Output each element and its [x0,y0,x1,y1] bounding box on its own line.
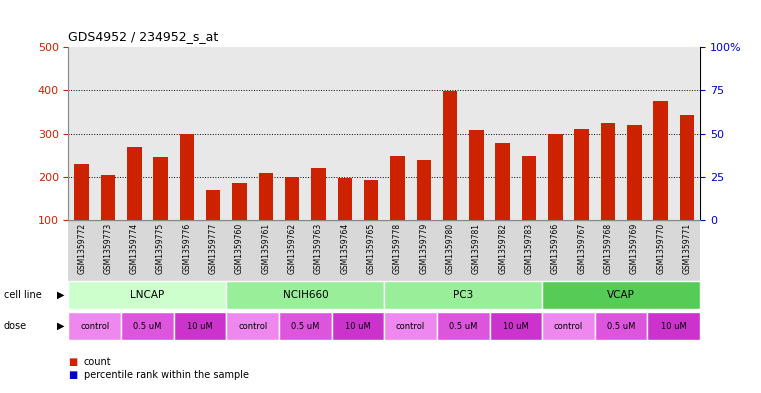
Text: ▶: ▶ [57,321,65,331]
Bar [443,91,457,220]
Bar [338,178,352,220]
Text: cell line: cell line [4,290,42,300]
Bar [416,160,431,220]
Text: count: count [84,356,111,367]
Bar [259,173,273,220]
Text: LNCAP: LNCAP [130,290,164,300]
Bar [206,190,221,220]
Bar [548,134,562,220]
Bar [232,183,247,220]
Bar [600,123,615,220]
Bar [390,156,405,220]
Text: ■: ■ [68,356,78,367]
Bar [627,125,642,220]
Text: VCAP: VCAP [607,290,635,300]
Bar [364,180,378,220]
Text: 0.5 uM: 0.5 uM [607,322,635,331]
Text: control: control [396,322,425,331]
Bar [127,147,142,220]
Text: 0.5 uM: 0.5 uM [449,322,477,331]
Bar [522,156,537,220]
Text: 0.5 uM: 0.5 uM [133,322,161,331]
Text: 10 uM: 10 uM [345,322,371,331]
Bar [470,130,484,220]
Text: 10 uM: 10 uM [187,322,213,331]
Bar [154,157,168,220]
Text: NCIH660: NCIH660 [282,290,328,300]
Text: 0.5 uM: 0.5 uM [291,322,320,331]
Text: percentile rank within the sample: percentile rank within the sample [84,370,249,380]
Bar [75,164,89,220]
Bar [654,101,668,220]
Bar [311,168,326,220]
Text: ■: ■ [68,370,78,380]
Text: control: control [554,322,583,331]
Bar [575,129,589,220]
Text: dose: dose [4,321,27,331]
Bar [180,134,194,220]
Text: ▶: ▶ [57,290,65,300]
Bar [285,177,299,220]
Text: PC3: PC3 [453,290,473,300]
Text: 10 uM: 10 uM [661,322,686,331]
Bar [495,143,510,220]
Bar [100,174,115,220]
Bar [680,116,694,220]
Text: control: control [80,322,110,331]
Text: 10 uM: 10 uM [503,322,529,331]
Text: control: control [238,322,267,331]
Text: GDS4952 / 234952_s_at: GDS4952 / 234952_s_at [68,30,218,43]
